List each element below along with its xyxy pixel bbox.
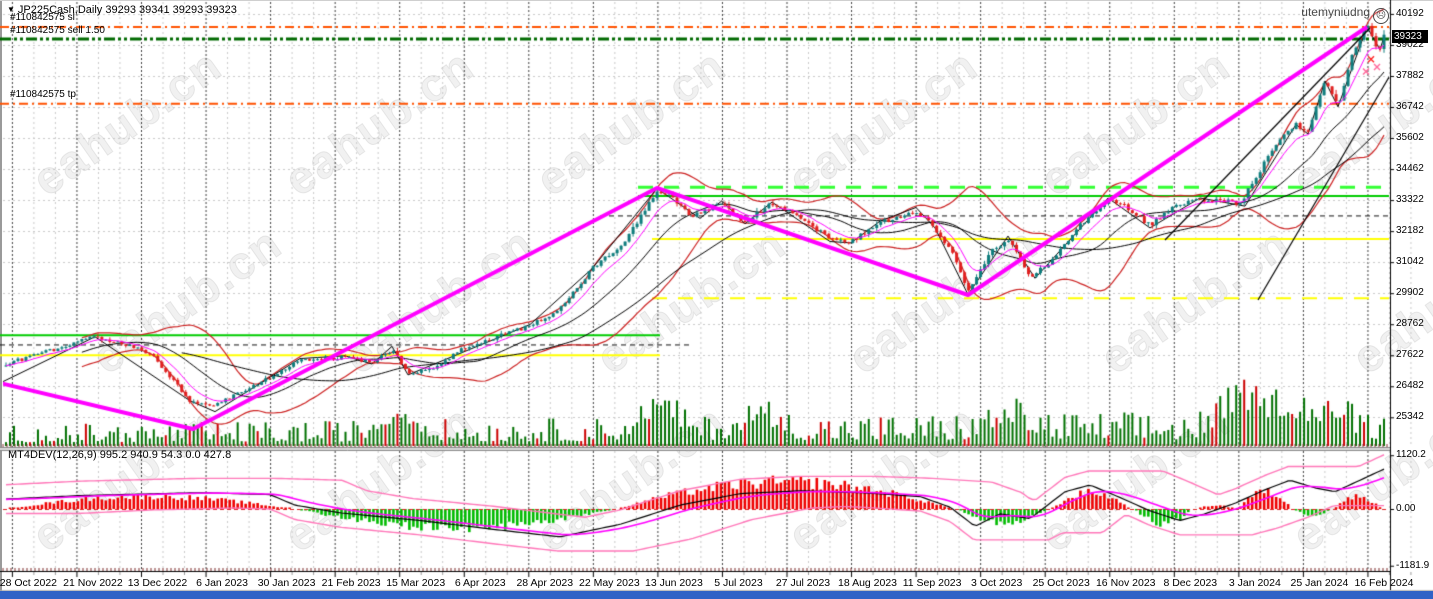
dropdown-triangle-icon: ▼: [7, 5, 15, 14]
price-tick-label: 40192: [1396, 7, 1424, 19]
username-watermark: utemyniudng ☹: [1301, 5, 1389, 24]
price-tick-label: 27622: [1396, 349, 1424, 361]
price-tick-label: 37882: [1396, 69, 1424, 81]
price-tick-label: 33322: [1396, 194, 1424, 206]
order-sl-label: #110842575 sl: [10, 12, 75, 23]
date-tick-label: 6 Apr 2023: [454, 577, 506, 589]
smiley-face-icon: ☹: [1373, 8, 1389, 24]
date-tick-label: 13 Dec 2022: [127, 577, 188, 589]
indicator-tick-label: 0.00: [1396, 503, 1416, 514]
price-tick-label: 29902: [1396, 287, 1424, 299]
indicator-tick-label: 1120.2: [1396, 449, 1426, 461]
date-tick-label: 27 Jul 2023: [775, 577, 831, 589]
order-sell-label: #110842575 sell 1.50: [10, 25, 105, 36]
symbol-quote-text: JP225Cash,Daily 39293 39341 39293 39323: [17, 4, 237, 16]
date-tick-label: 13 Jun 2023: [644, 577, 703, 589]
username-text: utemyniudng: [1301, 5, 1370, 19]
symbol-title: ▼ JP225Cash,Daily 39293 39341 39293 39323: [7, 4, 237, 16]
date-tick-label: 18 Aug 2023: [838, 577, 898, 589]
date-tick-label: 30 Jan 2023: [257, 577, 316, 589]
date-tick-label: 21 Feb 2023: [321, 577, 381, 589]
date-tick-label: 3 Jan 2024: [1228, 577, 1281, 589]
date-tick-label: 22 May 2023: [578, 577, 640, 589]
price-tick-label: 35602: [1396, 132, 1424, 144]
price-tick-label: 25342: [1396, 411, 1424, 423]
date-tick-label: 28 Apr 2023: [516, 577, 574, 589]
price-tick-label: 34462: [1396, 163, 1424, 175]
current-price-box: 39323: [1392, 30, 1428, 43]
price-tick-label: 39022: [1396, 38, 1424, 50]
date-tick-label: 15 Mar 2023: [386, 577, 446, 589]
date-tick-label: 8 Dec 2023: [1163, 577, 1218, 589]
date-tick-label: 25 Oct 2023: [1032, 577, 1090, 589]
price-tick-label: 31042: [1396, 256, 1424, 268]
price-tick-label: 32182: [1396, 225, 1424, 237]
date-tick-label: 28 Oct 2022: [0, 577, 58, 589]
date-tick-label: 16 Nov 2023: [1095, 577, 1156, 589]
window-bottom-strip: [0, 591, 1433, 599]
date-tick-label: 5 Jul 2023: [714, 577, 763, 589]
date-tick-label: 16 Feb 2024: [1354, 577, 1414, 589]
price-tick-label: 26482: [1396, 380, 1424, 392]
date-tick-label: 3 Oct 2023: [970, 577, 1023, 589]
date-tick-label: 11 Sep 2023: [902, 577, 962, 589]
price-tick-label: 36742: [1396, 101, 1424, 112]
date-tick-label: 25 Jan 2024: [1290, 577, 1349, 589]
date-tick-label: 6 Jan 2023: [196, 577, 249, 589]
indicator-tick-label: -1181.9: [1396, 559, 1430, 571]
price-tick-label: 28762: [1396, 318, 1424, 330]
order-tp-label: #110842575 tp: [10, 89, 76, 100]
date-tick-label: 21 Nov 2022: [63, 577, 123, 589]
indicator-title: MT4DEV(12,26,9) 995.2 940.9 54.3 0.0 427…: [8, 449, 232, 461]
